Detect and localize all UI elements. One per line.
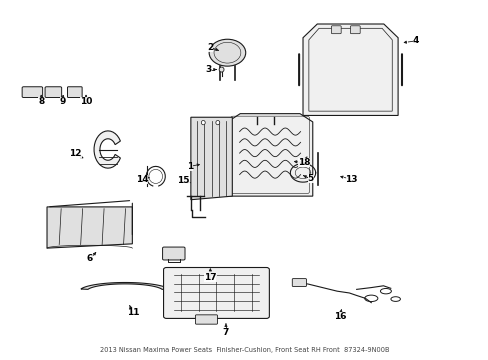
PathPatch shape [190,117,232,200]
FancyBboxPatch shape [162,247,184,260]
Text: 4: 4 [412,36,419,45]
FancyBboxPatch shape [331,26,341,34]
FancyBboxPatch shape [292,279,306,287]
FancyBboxPatch shape [67,87,82,98]
Text: 12: 12 [69,149,81,158]
Text: 2: 2 [207,43,213,52]
Text: 16: 16 [333,312,346,321]
PathPatch shape [81,283,169,289]
Text: 11: 11 [126,308,139,317]
Ellipse shape [219,67,224,72]
Ellipse shape [209,39,245,66]
Text: 17: 17 [203,273,216,282]
Text: 9: 9 [60,97,66,106]
PathPatch shape [47,207,132,248]
Text: 1: 1 [186,162,193,171]
Text: 10: 10 [80,97,92,106]
Text: 2013 Nissan Maxima Power Seats  Finisher-Cushion, Front Seat RH Front  87324-9N0: 2013 Nissan Maxima Power Seats Finisher-… [100,347,388,354]
Text: 7: 7 [223,328,229,337]
Ellipse shape [201,121,205,125]
Text: 18: 18 [297,158,309,167]
Text: 14: 14 [136,175,148,184]
PathPatch shape [94,131,120,168]
FancyBboxPatch shape [22,87,42,98]
FancyBboxPatch shape [195,315,217,324]
Text: 13: 13 [345,175,357,184]
Text: 6: 6 [87,255,93,264]
PathPatch shape [303,24,397,116]
Text: 8: 8 [38,97,44,106]
Text: 5: 5 [307,175,313,184]
FancyArrowPatch shape [50,201,129,207]
PathPatch shape [227,114,312,196]
FancyBboxPatch shape [350,26,360,34]
FancyBboxPatch shape [163,267,269,319]
FancyBboxPatch shape [45,87,61,98]
Text: 15: 15 [177,176,189,185]
Ellipse shape [215,121,219,125]
Text: 3: 3 [205,65,212,74]
